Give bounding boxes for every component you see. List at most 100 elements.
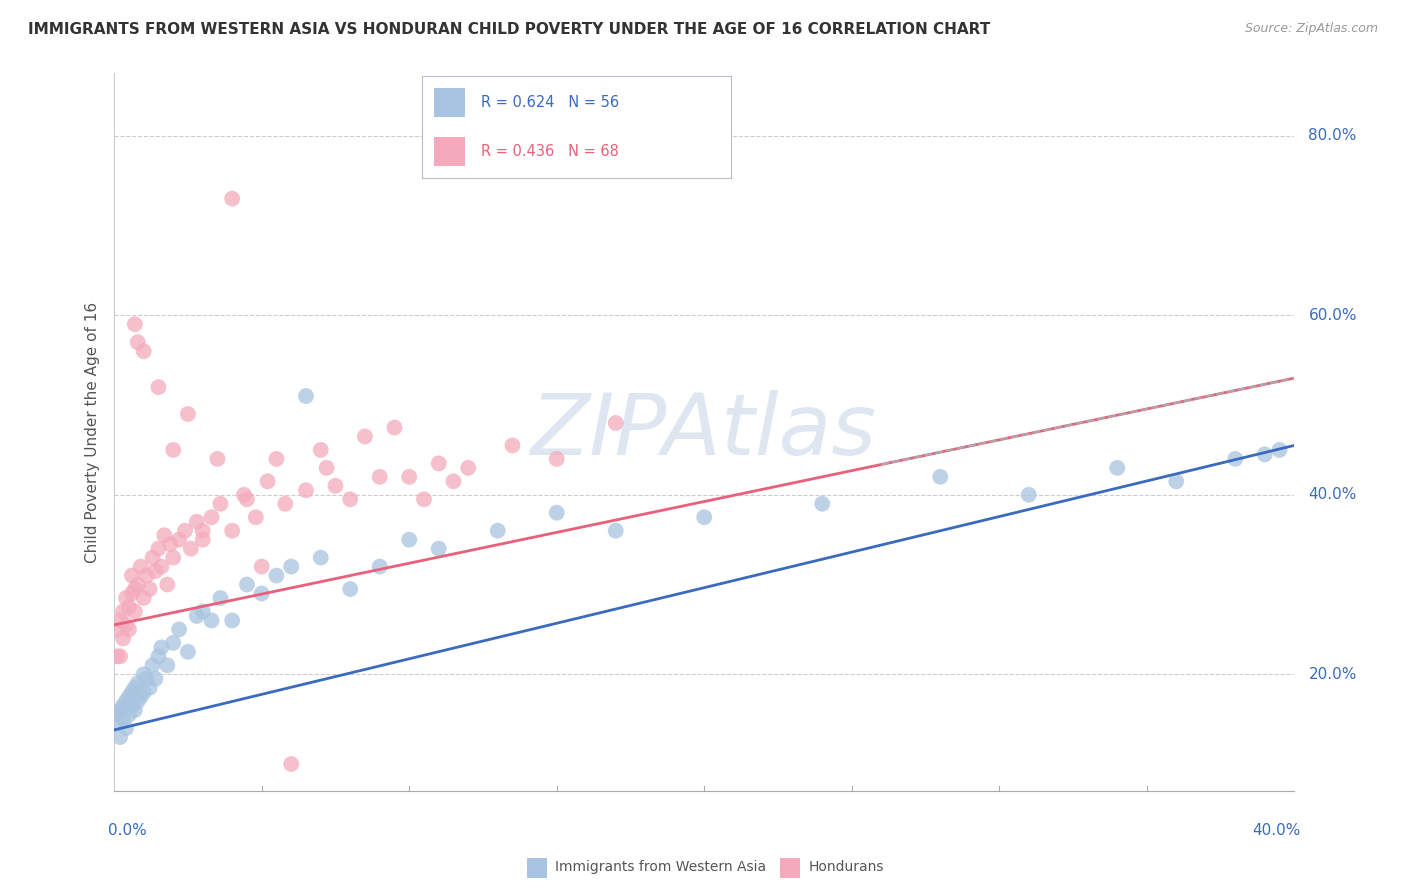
Point	[191, 604, 214, 618]
Point	[132, 685, 155, 699]
Text: 0.0%: 0.0%	[108, 823, 148, 838]
Point	[124, 582, 146, 596]
Point	[398, 470, 420, 484]
Point	[127, 676, 149, 690]
Point	[124, 703, 146, 717]
Text: 80.0%: 80.0%	[1309, 128, 1357, 144]
Point	[112, 698, 135, 713]
Point	[148, 541, 170, 556]
Point	[118, 599, 141, 614]
Point	[118, 707, 141, 722]
Text: ZIPAtlas: ZIPAtlas	[531, 391, 877, 474]
Point	[295, 389, 318, 403]
Text: 60.0%: 60.0%	[1309, 308, 1357, 323]
Point	[135, 568, 157, 582]
Point	[207, 451, 229, 466]
Point	[236, 577, 259, 591]
Point	[132, 591, 155, 605]
Point	[108, 614, 131, 628]
Point	[177, 407, 200, 421]
Point	[145, 564, 167, 578]
Y-axis label: Child Poverty Under the Age of 16: Child Poverty Under the Age of 16	[86, 301, 100, 563]
Point	[245, 510, 267, 524]
Bar	[434, 137, 465, 166]
Point	[236, 492, 259, 507]
Point	[221, 524, 243, 538]
Point	[546, 451, 568, 466]
Point	[162, 550, 184, 565]
Text: Source: ZipAtlas.com: Source: ZipAtlas.com	[1244, 22, 1378, 36]
Point	[148, 380, 170, 394]
Point	[1018, 488, 1040, 502]
Point	[148, 649, 170, 664]
Text: 40.0%: 40.0%	[1251, 823, 1301, 838]
Point	[315, 461, 337, 475]
Point	[156, 658, 179, 673]
Point	[221, 192, 243, 206]
Point	[127, 577, 149, 591]
Point	[135, 672, 157, 686]
Point	[118, 623, 141, 637]
Point	[443, 475, 465, 489]
Point	[167, 623, 190, 637]
Point	[413, 492, 436, 507]
Point	[115, 721, 138, 735]
Point	[115, 618, 138, 632]
Point	[124, 681, 146, 695]
Bar	[434, 88, 465, 117]
Point	[150, 640, 173, 655]
Point	[354, 429, 377, 443]
Point	[167, 533, 190, 547]
Point	[368, 470, 391, 484]
Point	[250, 586, 273, 600]
Point	[141, 658, 163, 673]
Point	[105, 707, 128, 722]
Point	[200, 614, 222, 628]
Point	[191, 524, 214, 538]
Text: R = 0.436   N = 68: R = 0.436 N = 68	[481, 145, 619, 160]
Point	[105, 716, 128, 731]
Point	[280, 757, 302, 772]
Point	[368, 559, 391, 574]
Text: 40.0%: 40.0%	[1309, 487, 1357, 502]
Point	[121, 586, 143, 600]
Text: Hondurans: Hondurans	[808, 860, 884, 874]
Point	[501, 438, 523, 452]
Point	[150, 559, 173, 574]
Point	[108, 649, 131, 664]
Point	[138, 582, 160, 596]
Point	[108, 703, 131, 717]
Point	[162, 442, 184, 457]
Point	[221, 614, 243, 628]
Point	[256, 475, 278, 489]
Point	[398, 533, 420, 547]
Point	[180, 541, 202, 556]
Point	[250, 559, 273, 574]
Point	[693, 510, 716, 524]
Text: Immigrants from Western Asia: Immigrants from Western Asia	[555, 860, 766, 874]
Point	[129, 559, 152, 574]
Point	[266, 568, 288, 582]
Text: IMMIGRANTS FROM WESTERN ASIA VS HONDURAN CHILD POVERTY UNDER THE AGE OF 16 CORRE: IMMIGRANTS FROM WESTERN ASIA VS HONDURAN…	[28, 22, 990, 37]
Point	[141, 550, 163, 565]
Point	[177, 645, 200, 659]
Point	[121, 568, 143, 582]
Point	[1268, 442, 1291, 457]
Point	[121, 685, 143, 699]
Text: 20.0%: 20.0%	[1309, 667, 1357, 681]
Text: R = 0.624   N = 56: R = 0.624 N = 56	[481, 95, 619, 110]
Point	[309, 442, 332, 457]
Point	[121, 698, 143, 713]
Point	[339, 582, 361, 596]
Point	[605, 524, 627, 538]
Point	[339, 492, 361, 507]
Point	[1225, 451, 1247, 466]
Point	[1254, 447, 1277, 461]
Point	[186, 609, 208, 624]
Point	[200, 510, 222, 524]
Point	[811, 497, 834, 511]
Point	[129, 690, 152, 704]
Point	[156, 577, 179, 591]
Point	[274, 497, 297, 511]
Point	[280, 559, 302, 574]
